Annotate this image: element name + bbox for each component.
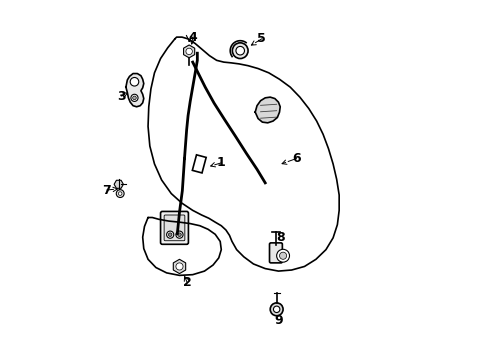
Circle shape bbox=[166, 231, 173, 238]
Circle shape bbox=[130, 77, 139, 86]
Bar bbox=[192, 155, 206, 173]
Circle shape bbox=[273, 306, 279, 312]
Text: 5: 5 bbox=[257, 32, 265, 45]
Circle shape bbox=[176, 263, 183, 270]
Circle shape bbox=[232, 43, 247, 59]
Circle shape bbox=[176, 231, 183, 238]
Circle shape bbox=[276, 249, 289, 262]
FancyBboxPatch shape bbox=[269, 243, 282, 263]
Text: 2: 2 bbox=[183, 276, 191, 289]
Text: 8: 8 bbox=[275, 231, 284, 244]
Circle shape bbox=[118, 192, 122, 195]
Polygon shape bbox=[125, 73, 143, 107]
Circle shape bbox=[177, 233, 181, 237]
Circle shape bbox=[279, 252, 286, 259]
Circle shape bbox=[116, 190, 124, 198]
Text: 3: 3 bbox=[117, 90, 125, 103]
FancyBboxPatch shape bbox=[164, 215, 184, 241]
Circle shape bbox=[131, 94, 138, 102]
FancyBboxPatch shape bbox=[160, 211, 188, 244]
Polygon shape bbox=[255, 97, 280, 123]
Circle shape bbox=[132, 96, 136, 100]
Text: 9: 9 bbox=[274, 314, 282, 327]
Circle shape bbox=[270, 303, 283, 316]
Text: 6: 6 bbox=[291, 152, 300, 165]
Text: 1: 1 bbox=[217, 156, 225, 169]
Text: 4: 4 bbox=[188, 31, 197, 44]
Circle shape bbox=[168, 233, 172, 237]
Circle shape bbox=[185, 48, 192, 55]
Text: 7: 7 bbox=[102, 184, 111, 197]
Circle shape bbox=[235, 46, 244, 55]
